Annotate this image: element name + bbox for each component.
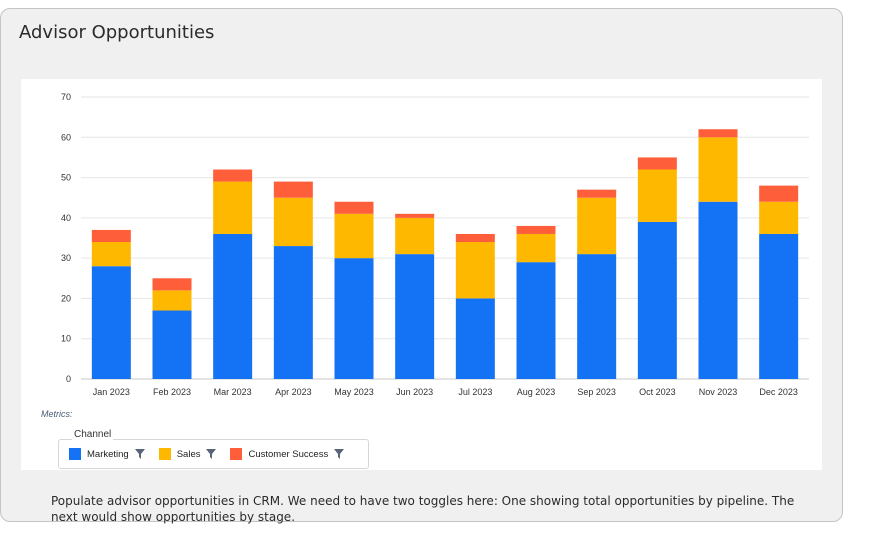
bar-segment-marketing (455, 298, 495, 379)
y-tick-label: 10 (61, 334, 71, 344)
bar-segment-marketing (334, 258, 374, 379)
bar-segment-marketing (577, 254, 617, 379)
bar-segment-sales (698, 137, 738, 202)
bar-segment-customer-success (334, 201, 374, 214)
bar-segment-marketing (152, 310, 192, 379)
bar-segment-customer-success (395, 213, 435, 218)
legend-item-customer-success[interactable]: Customer Success (230, 448, 345, 460)
x-tick-label: Jul 2023 (458, 387, 492, 397)
x-tick-label: May 2023 (334, 387, 374, 397)
bar-segment-sales (91, 242, 131, 267)
legend-caption: Channel (72, 429, 114, 440)
filter-icon[interactable] (334, 449, 345, 459)
metrics-label: Metrics: (41, 409, 73, 419)
y-tick-label: 20 (61, 293, 71, 303)
legend-label-marketing: Marketing (87, 448, 129, 460)
bar-segment-marketing (516, 262, 556, 379)
chart-panel: 0 10 20 30 40 50 60 70 Jan 2023 Feb 2023 Mar 2023 A… (21, 79, 822, 470)
card-note: Populate advisor opportunities in CRM. W… (51, 494, 795, 524)
marketing-swatch (69, 448, 81, 460)
bar-segment-customer-success (516, 225, 556, 234)
y-tick-label: 70 (61, 92, 71, 102)
bar-segment-marketing (637, 221, 677, 379)
bar-segment-customer-success (577, 189, 617, 198)
filter-icon[interactable] (134, 449, 145, 459)
legend-item-sales[interactable]: Sales (158, 448, 217, 460)
x-tick-label: Dec 2023 (759, 387, 798, 397)
bar-segment-customer-success (455, 233, 495, 243)
customer-success-swatch (230, 448, 243, 460)
x-tick-label: Jun 2023 (396, 387, 433, 397)
bar-segment-sales (395, 217, 435, 255)
bar-segment-marketing (213, 233, 253, 379)
bar-segment-sales (637, 169, 677, 222)
x-tick-label: Aug 2023 (517, 387, 556, 397)
y-tick-label: 60 (61, 132, 71, 142)
sales-swatch (158, 448, 171, 460)
bar-segment-sales (213, 181, 253, 234)
legend-label-customer-success: Customer Success (248, 448, 329, 460)
legend-item-marketing[interactable]: Marketing (69, 448, 145, 460)
bar-segment-marketing (395, 254, 435, 379)
x-tick-label: Apr 2023 (275, 387, 312, 397)
bar-segment-marketing (759, 233, 799, 379)
x-tick-label: Mar 2023 (214, 387, 252, 397)
x-tick-label: Sep 2023 (577, 387, 616, 397)
bar-segment-marketing (91, 266, 131, 379)
y-tick-label: 50 (61, 173, 71, 183)
bar-segment-customer-success (91, 229, 131, 243)
bar-segment-sales (455, 242, 495, 299)
bar-segment-customer-success (637, 157, 677, 170)
y-tick-label: 40 (61, 213, 71, 223)
bar-segment-sales (759, 201, 799, 234)
card-title: Advisor Opportunities (19, 22, 215, 43)
bar-segment-sales (516, 233, 556, 263)
x-tick-label: Nov 2023 (699, 387, 738, 397)
x-tick-label: Feb 2023 (153, 387, 191, 397)
bar-segment-customer-success (213, 169, 253, 182)
bar-segment-customer-success (152, 278, 192, 291)
bar-segment-marketing (273, 246, 313, 379)
x-tick-label: Oct 2023 (639, 387, 676, 397)
legend-box: Marketing Sales Customer Success (58, 439, 369, 469)
filter-icon[interactable] (206, 449, 217, 459)
bar-segment-sales (152, 290, 192, 311)
legend-label-sales: Sales (176, 448, 201, 460)
bar-segment-sales (273, 197, 313, 247)
x-tick-label: Jan 2023 (93, 387, 130, 397)
bar-segment-customer-success (698, 129, 738, 138)
advisor-opportunities-card: Advisor Opportunities 0 10 20 30 40 50 60 70 Jan… (0, 8, 843, 524)
stacked-bar-chart: 0 10 20 30 40 50 60 70 Jan 2023 Feb 2023 Mar 2023 A… (61, 92, 809, 397)
y-tick-label: 0 (66, 374, 71, 384)
bar-segment-marketing (698, 201, 738, 379)
bar-segment-customer-success (273, 181, 313, 198)
bar-segment-sales (334, 213, 374, 259)
y-tick-label: 30 (61, 253, 71, 263)
bar-segment-customer-success (759, 185, 799, 202)
bar-segment-sales (577, 197, 617, 255)
